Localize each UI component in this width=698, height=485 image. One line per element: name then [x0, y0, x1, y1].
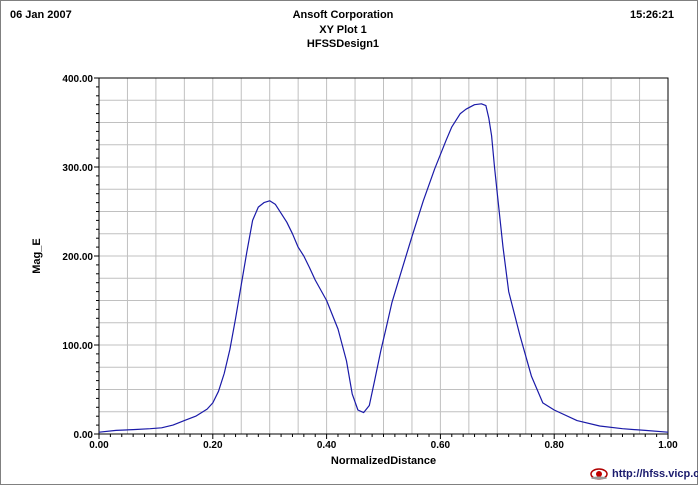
company-title: Ansoft Corporation	[292, 9, 394, 21]
axis-ticks	[94, 77, 669, 439]
plot-border	[98, 77, 669, 435]
date-label: 06 Jan 2007	[10, 9, 72, 21]
watermark: http://hfss.vicp.cc	[590, 468, 698, 480]
y-tick-label: 400.00	[62, 74, 93, 85]
y-tick-label: 0.00	[74, 430, 94, 441]
plot-title: XY Plot 1	[319, 24, 367, 36]
x-tick-label: 1.00	[658, 440, 678, 451]
watermark-text: http://hfss.vicp.cc	[612, 468, 698, 480]
x-tick-label: 0.60	[431, 440, 451, 451]
x-tick-label: 0.80	[544, 440, 564, 451]
x-axis-label: NormalizedDistance	[331, 455, 436, 467]
eye-logo-icon	[590, 468, 608, 480]
tick-labels: 0.00 0.20 0.40 0.60 0.80 1.00 0.00 100.00 200.00…	[62, 74, 678, 451]
grid	[99, 78, 668, 434]
y-tick-label: 300.00	[62, 163, 93, 174]
y-tick-label: 100.00	[62, 341, 93, 352]
x-tick-label: 0.40	[317, 440, 337, 451]
time-label: 15:26:21	[629, 9, 674, 21]
design-name: HFSSDesign1	[306, 38, 380, 50]
series-line	[98, 103, 669, 433]
x-tick-label: 0.00	[89, 440, 109, 451]
x-tick-label: 0.20	[203, 440, 223, 451]
series-layer	[98, 103, 669, 433]
y-axis-label: Mag_E	[31, 238, 43, 273]
y-tick-label: 200.00	[62, 252, 93, 263]
